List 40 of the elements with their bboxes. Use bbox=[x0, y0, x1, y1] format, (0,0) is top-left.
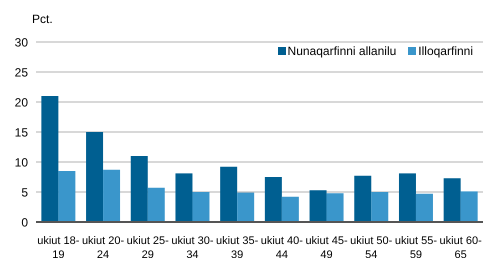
y-tick-label: 5 bbox=[21, 185, 28, 200]
x-tick-label: ukiut 50-54 bbox=[350, 235, 393, 261]
legend-label: Nunaqarfinni allanilu bbox=[286, 44, 396, 58]
bar bbox=[398, 173, 416, 222]
bar bbox=[41, 96, 58, 222]
x-tick-label: ukiut 60-65 bbox=[440, 235, 482, 261]
bar bbox=[148, 188, 165, 222]
bar bbox=[58, 171, 76, 222]
x-tick-label: ukiut 25-29 bbox=[126, 235, 170, 261]
bar bbox=[326, 193, 344, 222]
y-tick-label: 0 bbox=[21, 215, 28, 230]
y-tick-label: 15 bbox=[14, 125, 28, 140]
y-tick-label: 30 bbox=[14, 35, 28, 50]
y-axis-title: Pct. bbox=[32, 12, 53, 26]
bar bbox=[175, 173, 192, 222]
x-tick-label: ukiut 20-24 bbox=[82, 235, 124, 261]
bar bbox=[371, 192, 388, 222]
legend-label: Illoqarfinni bbox=[417, 44, 473, 58]
bar bbox=[103, 170, 120, 222]
x-tick-label: ukiut 55-59 bbox=[394, 235, 438, 261]
bar bbox=[130, 156, 148, 222]
bar bbox=[310, 190, 327, 222]
x-tick-label: ukiut 18-19 bbox=[37, 235, 80, 261]
y-tick-label: 20 bbox=[14, 95, 28, 110]
bar bbox=[416, 194, 433, 222]
x-tick-label: ukiut 45-49 bbox=[305, 235, 348, 261]
x-tick-label: ukiut 40-44 bbox=[260, 235, 304, 261]
bar bbox=[354, 176, 372, 222]
bar bbox=[460, 191, 478, 222]
bar bbox=[264, 177, 282, 222]
x-tick-label: ukiut 30-34 bbox=[171, 235, 214, 261]
x-tick-label: ukiut 35-39 bbox=[216, 235, 259, 261]
bar bbox=[86, 132, 104, 222]
bar bbox=[237, 192, 254, 222]
bar bbox=[444, 178, 461, 222]
bar bbox=[192, 192, 210, 222]
y-tick-label: 25 bbox=[14, 65, 28, 80]
y-tick-label: 10 bbox=[14, 155, 28, 170]
bar bbox=[282, 196, 299, 222]
bar bbox=[220, 166, 238, 222]
